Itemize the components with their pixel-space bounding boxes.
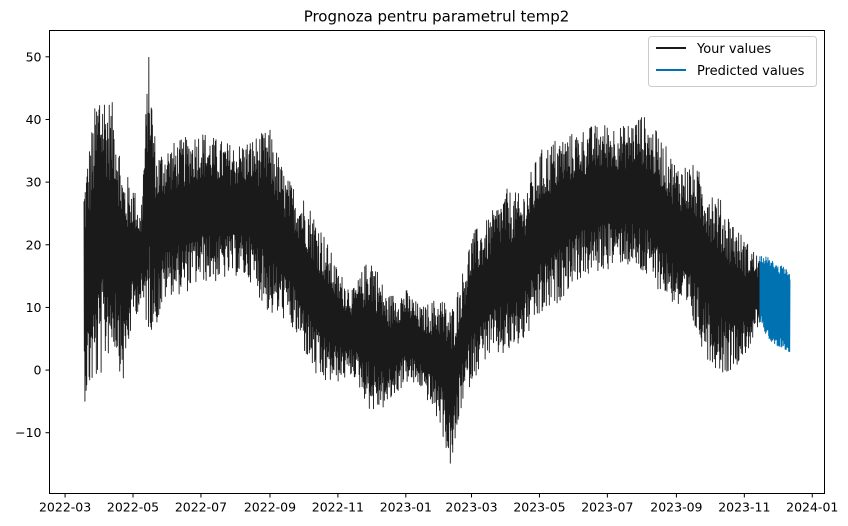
y-axis: −10 0 10 20 30 40 50 xyxy=(15,49,50,440)
x-tick-label: 2022-07 xyxy=(175,500,227,515)
x-tick-label: 2022-11 xyxy=(312,500,364,515)
y-tick-label: 0 xyxy=(34,363,42,378)
x-tick-label: 2024-01 xyxy=(786,500,838,515)
series-line-your-values xyxy=(83,56,761,464)
legend: Your values Predicted values xyxy=(648,36,817,87)
x-axis: 2022-03 2022-05 2022-07 2022-09 2022-11 2023-… xyxy=(39,493,838,515)
y-tick-label: 30 xyxy=(26,175,42,190)
x-tick-label: 2022-09 xyxy=(244,500,296,515)
legend-label-predicted-values: Predicted values xyxy=(697,64,805,79)
x-tick-label: 2022-03 xyxy=(39,500,91,515)
y-tick-label: 40 xyxy=(26,112,42,127)
x-tick-label: 2023-01 xyxy=(380,500,432,515)
x-tick-label: 2022-05 xyxy=(107,500,159,515)
y-tick-label: 50 xyxy=(26,49,42,64)
chart-title: Prognoza pentru parametrul temp2 xyxy=(304,8,570,26)
y-tick-label: −10 xyxy=(15,425,41,440)
legend-box xyxy=(648,36,817,87)
x-tick-label: 2023-09 xyxy=(650,500,702,515)
x-tick-label: 2023-05 xyxy=(513,500,565,515)
y-tick-label: 10 xyxy=(26,300,42,315)
series-layer xyxy=(83,56,791,464)
plot-frame xyxy=(49,30,825,494)
x-tick-label: 2023-11 xyxy=(718,500,770,515)
legend-label-your-values: Your values xyxy=(696,42,771,57)
series-line-predicted-values xyxy=(759,256,791,353)
y-tick-label: 20 xyxy=(26,237,42,252)
x-tick-label: 2023-03 xyxy=(445,500,497,515)
x-tick-label: 2023-07 xyxy=(581,500,633,515)
